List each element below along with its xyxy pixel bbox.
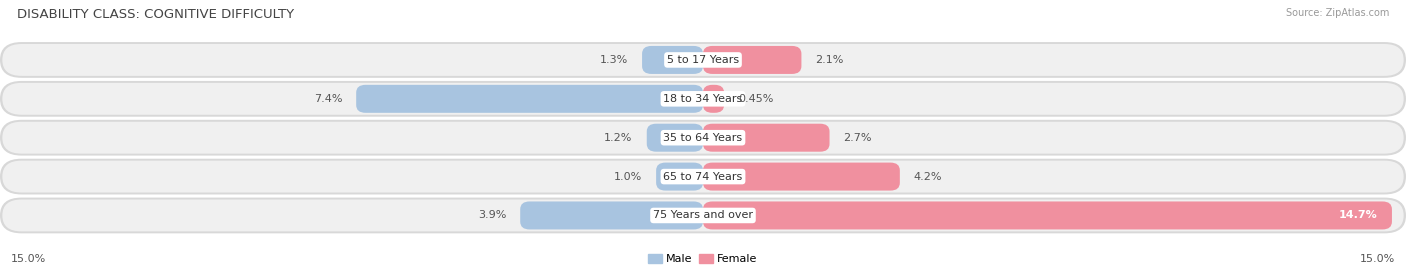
- FancyBboxPatch shape: [703, 85, 724, 113]
- Text: 7.4%: 7.4%: [314, 94, 342, 104]
- Text: 0.45%: 0.45%: [738, 94, 773, 104]
- Text: 14.7%: 14.7%: [1339, 210, 1378, 221]
- Text: 15.0%: 15.0%: [1360, 254, 1395, 264]
- Text: 4.2%: 4.2%: [914, 171, 942, 182]
- FancyBboxPatch shape: [703, 163, 900, 191]
- Text: 5 to 17 Years: 5 to 17 Years: [666, 55, 740, 65]
- FancyBboxPatch shape: [657, 163, 703, 191]
- Text: 75 Years and over: 75 Years and over: [652, 210, 754, 221]
- FancyBboxPatch shape: [647, 124, 703, 152]
- Text: 1.2%: 1.2%: [605, 133, 633, 143]
- FancyBboxPatch shape: [3, 161, 1403, 193]
- FancyBboxPatch shape: [703, 201, 1392, 229]
- FancyBboxPatch shape: [0, 81, 1406, 117]
- FancyBboxPatch shape: [703, 124, 830, 152]
- FancyBboxPatch shape: [520, 201, 703, 229]
- Text: 2.1%: 2.1%: [815, 55, 844, 65]
- Text: 65 to 74 Years: 65 to 74 Years: [664, 171, 742, 182]
- Text: 2.7%: 2.7%: [844, 133, 872, 143]
- FancyBboxPatch shape: [0, 42, 1406, 78]
- Text: 15.0%: 15.0%: [11, 254, 46, 264]
- Text: 18 to 34 Years: 18 to 34 Years: [664, 94, 742, 104]
- FancyBboxPatch shape: [703, 46, 801, 74]
- FancyBboxPatch shape: [0, 159, 1406, 194]
- FancyBboxPatch shape: [3, 200, 1403, 231]
- FancyBboxPatch shape: [3, 44, 1403, 76]
- Text: 1.0%: 1.0%: [614, 171, 643, 182]
- Text: 35 to 64 Years: 35 to 64 Years: [664, 133, 742, 143]
- Text: 1.3%: 1.3%: [600, 55, 628, 65]
- FancyBboxPatch shape: [643, 46, 703, 74]
- FancyBboxPatch shape: [0, 198, 1406, 233]
- FancyBboxPatch shape: [3, 122, 1403, 154]
- FancyBboxPatch shape: [0, 120, 1406, 156]
- Text: 3.9%: 3.9%: [478, 210, 506, 221]
- Text: Source: ZipAtlas.com: Source: ZipAtlas.com: [1285, 8, 1389, 18]
- FancyBboxPatch shape: [356, 85, 703, 113]
- Text: DISABILITY CLASS: COGNITIVE DIFFICULTY: DISABILITY CLASS: COGNITIVE DIFFICULTY: [17, 8, 294, 21]
- FancyBboxPatch shape: [3, 83, 1403, 115]
- Legend: Male, Female: Male, Female: [648, 254, 758, 264]
